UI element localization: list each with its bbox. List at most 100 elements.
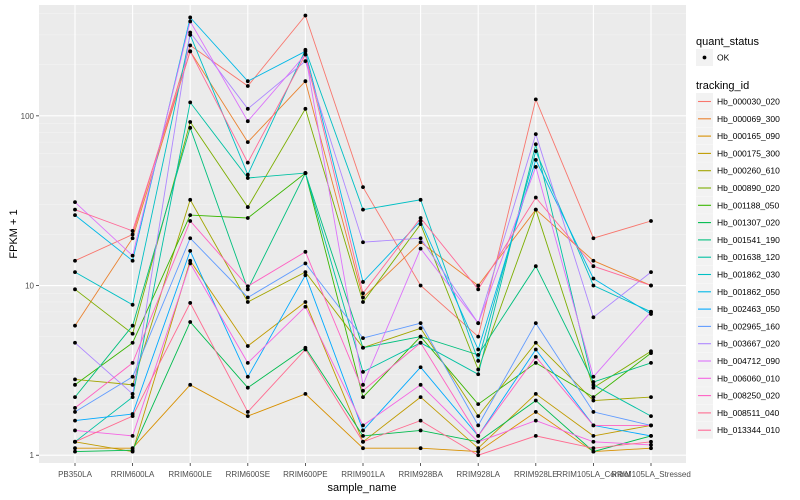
data-point xyxy=(649,309,653,314)
data-point xyxy=(591,283,596,288)
data-point xyxy=(476,367,481,372)
data-point xyxy=(533,354,538,359)
data-point xyxy=(591,264,596,269)
legend-label-hb_001862_050: Hb_001862_050 xyxy=(717,287,780,297)
data-point xyxy=(476,446,481,451)
x-axis-title: sample_name xyxy=(327,482,396,494)
data-point xyxy=(418,321,423,326)
series-points xyxy=(73,13,653,458)
data-point xyxy=(245,287,250,292)
data-point xyxy=(533,340,538,345)
legend-label-hb_013344_010: Hb_013344_010 xyxy=(717,425,780,435)
data-point xyxy=(73,258,77,263)
data-point xyxy=(533,418,538,423)
data-point xyxy=(361,207,365,212)
data-point xyxy=(533,361,538,365)
data-point xyxy=(476,334,481,339)
data-point xyxy=(476,433,481,438)
data-point xyxy=(188,258,193,263)
data-point xyxy=(649,219,653,223)
data-point xyxy=(303,304,308,309)
data-point xyxy=(533,264,538,269)
data-point xyxy=(591,449,596,454)
data-point xyxy=(361,300,365,304)
data-point xyxy=(476,358,481,363)
data-point xyxy=(245,119,250,124)
data-point xyxy=(303,270,308,275)
data-point xyxy=(73,446,77,451)
data-point xyxy=(130,382,135,387)
legend-title-quant-status: quant_status xyxy=(696,36,759,48)
data-point xyxy=(130,340,135,345)
data-point xyxy=(130,448,135,453)
data-point xyxy=(245,205,250,209)
data-point xyxy=(533,398,538,403)
data-point xyxy=(188,15,193,20)
data-point xyxy=(245,361,250,365)
data-point xyxy=(73,418,77,423)
data-point xyxy=(130,232,135,237)
data-point xyxy=(476,283,481,288)
data-point xyxy=(476,414,481,419)
data-point xyxy=(303,59,308,64)
legend-label-quant-status: OK xyxy=(717,53,730,63)
data-point xyxy=(649,446,653,451)
data-point xyxy=(591,433,596,438)
data-point xyxy=(361,185,365,190)
data-point xyxy=(533,347,538,352)
legend-label-hb_003667_020: Hb_003667_020 xyxy=(717,339,780,349)
data-point xyxy=(591,423,596,428)
legend-label-hb_002965_160: Hb_002965_160 xyxy=(717,321,780,331)
data-point xyxy=(361,423,365,428)
data-point xyxy=(73,287,77,292)
legend-label-hb_008250_020: Hb_008250_020 xyxy=(717,391,780,401)
data-point xyxy=(591,380,596,384)
data-point xyxy=(303,300,308,304)
data-point xyxy=(188,213,193,218)
data-point xyxy=(245,84,250,88)
data-point xyxy=(245,414,250,419)
data-point xyxy=(591,236,596,241)
legend-label-hb_000260_610: Hb_000260_610 xyxy=(717,166,780,176)
data-point xyxy=(476,439,481,444)
legend-point-symbol xyxy=(702,55,707,60)
data-point xyxy=(130,395,135,400)
data-point xyxy=(188,219,193,223)
data-point xyxy=(418,382,423,387)
data-point xyxy=(73,207,77,212)
data-point xyxy=(245,374,250,379)
data-point xyxy=(73,406,77,410)
data-point xyxy=(130,433,135,438)
y-axis-title: FPKM + 1 xyxy=(8,209,20,258)
data-point xyxy=(245,385,250,390)
data-point xyxy=(533,321,538,326)
data-point xyxy=(533,149,538,153)
data-point xyxy=(73,200,77,205)
data-point xyxy=(476,449,481,454)
data-point xyxy=(73,449,77,454)
x-tick-label: RRIM928LA xyxy=(456,470,500,479)
data-point xyxy=(361,388,365,393)
x-tick-label: RRIM928LE xyxy=(514,470,558,479)
legend-label-hb_000165_090: Hb_000165_090 xyxy=(717,131,780,141)
data-point xyxy=(188,236,193,241)
data-point xyxy=(418,334,423,339)
data-point xyxy=(73,213,77,218)
data-point xyxy=(245,284,250,289)
legend-label-hb_000069_300: Hb_000069_300 xyxy=(717,114,780,124)
y-tick-label: 100 xyxy=(21,112,35,121)
data-point xyxy=(649,283,653,288)
data-point xyxy=(303,79,308,84)
data-point xyxy=(73,428,77,433)
data-point xyxy=(591,446,596,451)
data-point xyxy=(303,249,308,254)
legend: quant_status OK tracking_id Hb_000030_02… xyxy=(696,36,780,439)
data-point xyxy=(533,410,538,414)
data-point xyxy=(649,395,653,400)
x-tick-label: RRIM600LA xyxy=(111,470,155,479)
data-point xyxy=(361,439,365,444)
data-point xyxy=(649,439,653,444)
data-point xyxy=(361,295,365,300)
data-point xyxy=(533,391,538,396)
